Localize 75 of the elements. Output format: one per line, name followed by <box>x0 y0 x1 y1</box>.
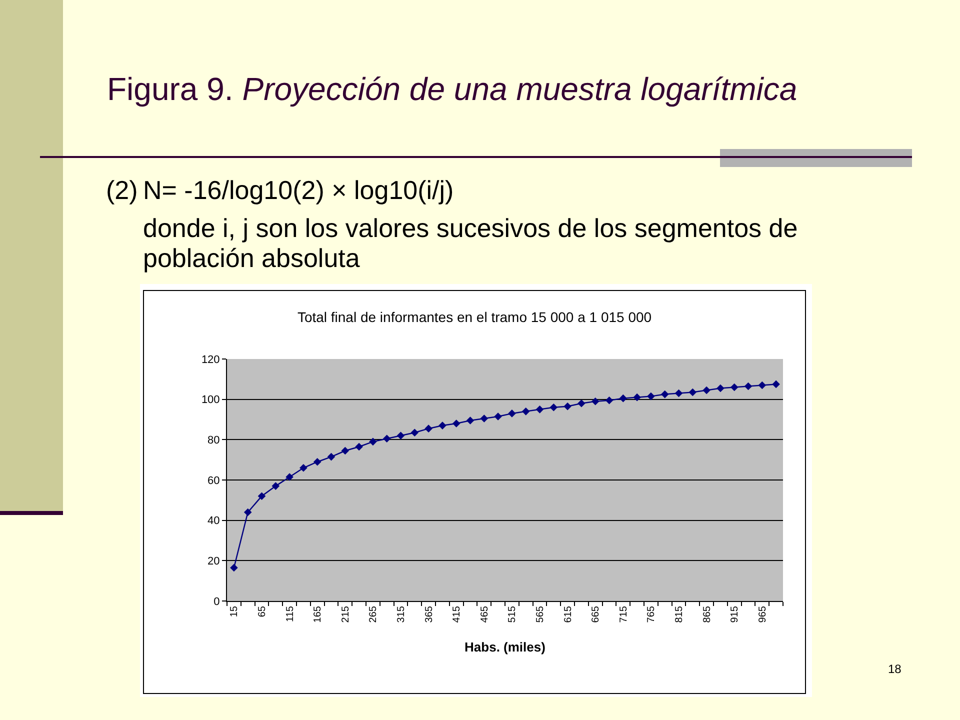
text: Figura 9. <box>107 71 234 107</box>
point <box>536 406 544 414</box>
point <box>230 564 238 572</box>
point <box>355 442 363 451</box>
point <box>300 464 308 472</box>
y-tick-label: 80 <box>208 434 220 447</box>
x-tick-label: 265 <box>368 606 380 623</box>
text: 18 <box>888 662 902 676</box>
point <box>382 434 391 443</box>
x-tick-label: 315 <box>396 606 407 623</box>
x-tick-label: 215 <box>340 606 352 623</box>
point <box>674 389 683 398</box>
y-tick-label: 20 <box>208 556 220 568</box>
x-tick-label: 565 <box>535 606 546 623</box>
point <box>466 416 474 424</box>
point <box>480 414 488 422</box>
point <box>744 382 752 390</box>
y-tick-label: 120 <box>201 354 220 366</box>
text: N= -16/log10(2) × log10(i/j) <box>143 175 454 205</box>
text: (2) <box>106 175 138 205</box>
point <box>730 383 738 392</box>
point <box>410 428 419 437</box>
point <box>591 397 600 406</box>
text: donde i, j son los valores sucesivos de los segmentos de población absoluta <box>143 213 799 273</box>
point <box>702 386 710 394</box>
x-tick-label: 365 <box>424 606 435 623</box>
point <box>424 424 432 432</box>
x-tick-label: 115 <box>284 606 296 622</box>
point <box>605 396 614 404</box>
point <box>550 404 558 412</box>
x-tick-label: 765 <box>646 606 658 623</box>
point <box>341 446 350 455</box>
x-tick-label: 465 <box>479 606 490 623</box>
x-tick-label: 865 <box>702 606 713 623</box>
x-tick-label: 915 <box>730 606 741 623</box>
point <box>772 380 780 388</box>
x-axis-title: Habs. (miles) <box>464 639 546 654</box>
point <box>619 394 628 402</box>
x-tick-label: 815 <box>674 606 685 623</box>
point <box>438 422 446 430</box>
point <box>272 482 280 490</box>
point <box>494 412 502 420</box>
y-tick-label: 100 <box>201 394 220 406</box>
point <box>313 458 322 466</box>
point <box>508 410 516 418</box>
x-tick-label: 65 <box>257 606 268 618</box>
point <box>327 452 336 461</box>
x-tick-label: 665 <box>590 606 602 623</box>
point <box>633 393 641 402</box>
point <box>396 432 405 440</box>
x-tick-label: 615 <box>562 606 574 623</box>
point <box>578 399 586 408</box>
point <box>258 492 266 500</box>
y-tick-label: 0 <box>214 596 220 608</box>
x-tick-label: 415 <box>452 606 463 623</box>
x-tick-label: 165 <box>312 606 324 623</box>
text: Proyección de una muestra logarítmica <box>242 71 798 107</box>
point <box>244 508 252 516</box>
point <box>716 384 724 392</box>
point <box>452 420 460 428</box>
x-tick-label: 15 <box>229 606 240 618</box>
chart-title: Total final de informantes en el tramo 15 000 a 1 015 000 <box>297 308 652 325</box>
point <box>688 388 697 396</box>
point <box>647 392 655 400</box>
x-tick-label: 965 <box>757 606 768 623</box>
point <box>522 408 530 416</box>
y-tick-label: 40 <box>208 515 220 528</box>
point <box>564 402 572 410</box>
point <box>660 390 669 398</box>
point <box>286 473 294 481</box>
point <box>758 381 766 390</box>
y-tick-label: 60 <box>208 474 220 487</box>
x-tick-label: 515 <box>507 606 518 623</box>
x-tick-label: 715 <box>618 606 630 623</box>
point <box>369 438 377 446</box>
